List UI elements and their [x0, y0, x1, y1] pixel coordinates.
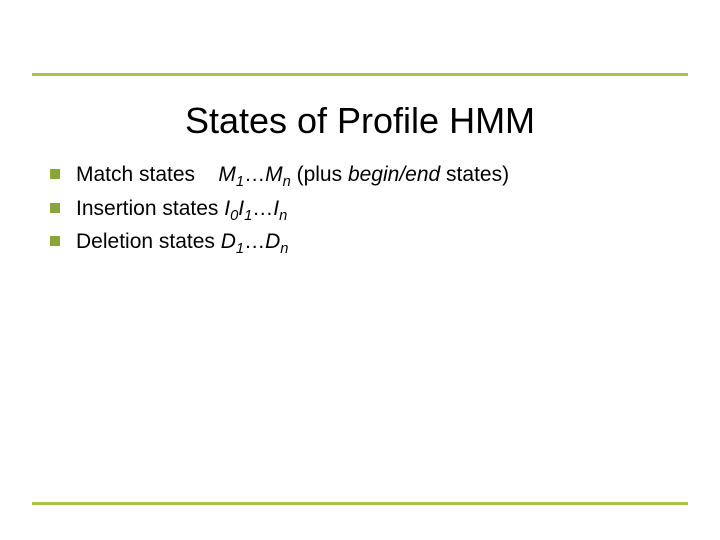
item-tail-emph: begin/end — [348, 163, 440, 186]
item-lead: Insertion states — [76, 197, 224, 220]
item-lead: Deletion states — [76, 230, 221, 253]
slide-body: Match states M1…Mn (plus begin/end state… — [50, 160, 680, 261]
item-lead: Match states — [76, 163, 195, 186]
slide: States of Profile HMM Match states M1…Mn… — [0, 0, 720, 540]
divider-bottom — [32, 502, 688, 505]
list-item: Insertion states I0I1…In — [50, 194, 680, 228]
item-sub: n — [279, 208, 287, 224]
item-sub: n — [283, 174, 291, 190]
bullet-list: Match states M1…Mn (plus begin/end state… — [50, 160, 680, 261]
list-item: Match states M1…Mn (plus begin/end state… — [50, 160, 680, 194]
slide-title: States of Profile HMM — [0, 100, 720, 142]
item-symbol: D — [221, 230, 236, 253]
item-tail: states) — [440, 163, 509, 186]
item-ellipsis: … — [244, 163, 265, 186]
item-ellipsis: … — [252, 197, 273, 220]
item-symbol: M — [265, 163, 283, 186]
item-symbol: D — [265, 230, 280, 253]
item-sub: 1 — [236, 174, 244, 190]
item-sub: 1 — [236, 241, 244, 257]
item-tail: (plus — [297, 163, 348, 186]
item-sub: n — [280, 241, 288, 257]
item-ellipsis: … — [244, 230, 265, 253]
divider-top — [32, 73, 688, 76]
item-symbol: M — [218, 163, 236, 186]
list-item: Deletion states D1…Dn — [50, 227, 680, 261]
